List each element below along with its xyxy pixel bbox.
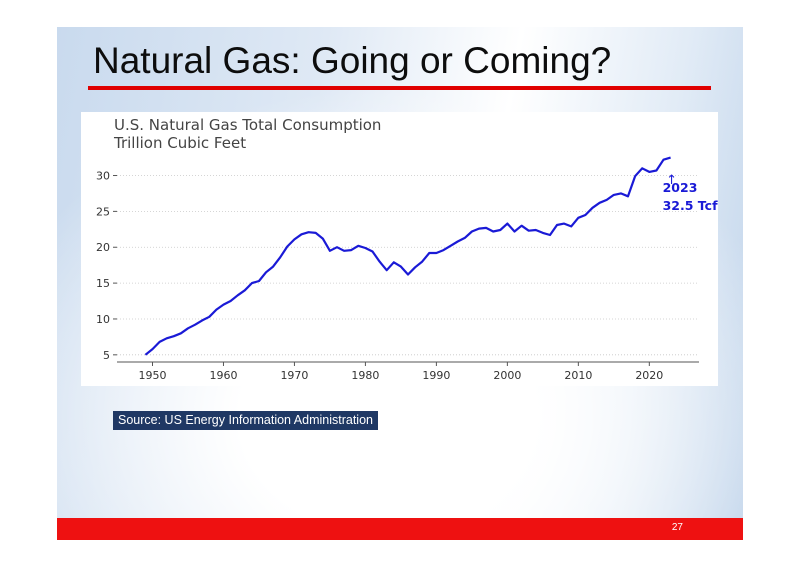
- x-tick-label: 2000: [493, 369, 521, 382]
- annotation-layer: ↑2023 32.5 Tcf: [663, 173, 718, 213]
- series-layer: [144, 156, 671, 356]
- annotation-year: 2023: [663, 180, 698, 195]
- x-tick-label: 2010: [564, 369, 592, 382]
- chart-panel: U.S. Natural Gas Total Consumption Trill…: [81, 112, 718, 386]
- footer-bar: 27: [57, 518, 743, 540]
- gridlines: [117, 175, 699, 356]
- annotation-value: 32.5 Tcf: [663, 198, 718, 213]
- annotation-arrow: ↑: [666, 173, 677, 188]
- x-tick-label: 1970: [280, 369, 308, 382]
- consumption-chart: U.S. Natural Gas Total Consumption Trill…: [96, 116, 718, 382]
- chart-subtitle: Trillion Cubic Feet: [113, 134, 246, 152]
- y-tick-label: 20: [96, 241, 110, 254]
- title-underline: [88, 86, 711, 90]
- slide-title: Natural Gas: Going or Coming?: [93, 40, 612, 81]
- y-axis: 5 10 15 20 25 30: [96, 170, 117, 362]
- x-tick-label: 1960: [209, 369, 237, 382]
- y-tick-label: 25: [96, 205, 110, 218]
- source-label: Source: US Energy Information Administra…: [113, 411, 378, 430]
- x-axis: 1950 1960 1970 1980 1990 2000 2010 2020: [117, 361, 699, 382]
- y-tick-label: 5: [103, 349, 110, 362]
- page-number: 27: [671, 522, 683, 533]
- x-tick-label: 1990: [422, 369, 450, 382]
- x-tick-label: 1980: [351, 369, 379, 382]
- series-line: [144, 156, 671, 356]
- y-tick-label: 15: [96, 277, 110, 290]
- y-tick-label: 30: [96, 170, 110, 183]
- chart-title: U.S. Natural Gas Total Consumption: [114, 116, 381, 134]
- x-tick-label: 1950: [138, 369, 166, 382]
- x-tick-label: 2020: [635, 369, 663, 382]
- y-tick-label: 10: [96, 313, 110, 326]
